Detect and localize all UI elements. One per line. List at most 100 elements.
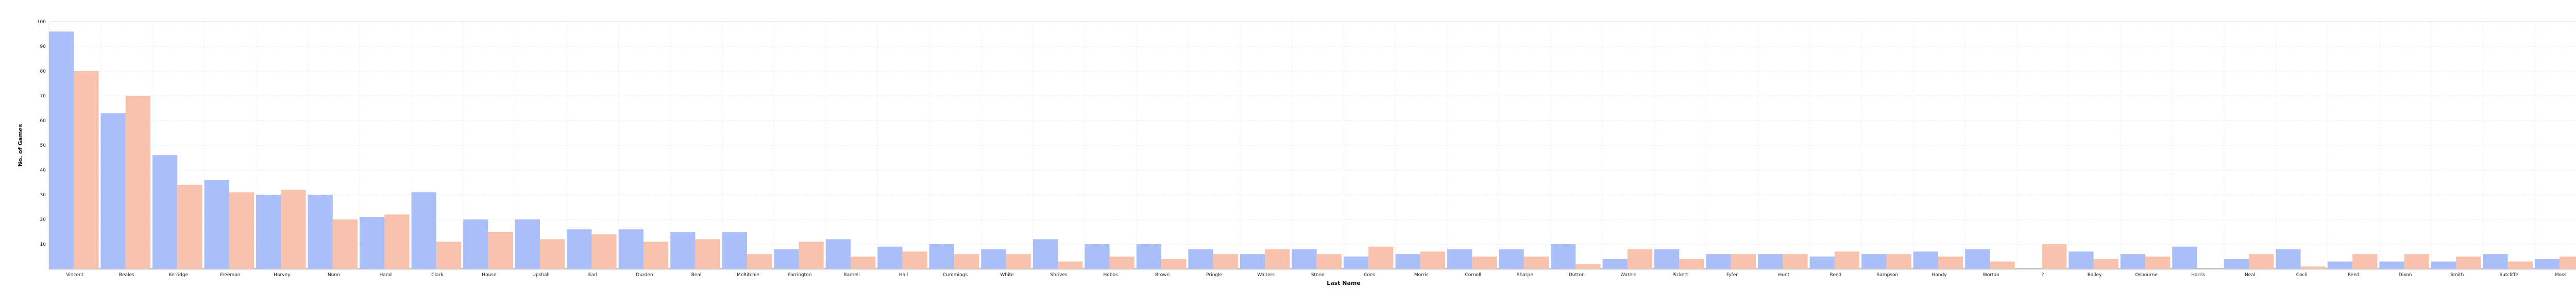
bar-2-pickett xyxy=(1679,259,1704,269)
bar-1-durden xyxy=(618,229,643,269)
bar-2-hobbs xyxy=(1109,257,1134,269)
x-tick-label: Worton xyxy=(1982,273,1999,278)
x-tick-label: Neal xyxy=(2245,273,2255,278)
x-tick-label: Sampson xyxy=(1877,273,1899,278)
y-tick-label: 10 xyxy=(40,242,46,247)
bar-1-reed xyxy=(2327,261,2353,269)
x-tick-label: Cummings xyxy=(943,273,968,278)
bars xyxy=(49,31,2576,269)
bar-1-neal xyxy=(2224,259,2249,269)
bar-1-sampson xyxy=(1861,254,1887,269)
x-tick-label: Beales xyxy=(119,273,134,278)
bar-2-neal xyxy=(2249,254,2274,269)
bar-1-hunt xyxy=(1758,254,1783,269)
bar-2-dixon xyxy=(2404,254,2429,269)
x-tick-label: Bailey xyxy=(2088,273,2102,278)
bar-2-farrington xyxy=(799,242,824,269)
bar-2-mcritchie xyxy=(747,254,772,269)
x-tick-label: Farrington xyxy=(788,273,812,278)
bar-2-cummings xyxy=(954,254,979,269)
bar-2-sutcliffe xyxy=(2507,261,2533,269)
bar-1-cummings xyxy=(929,244,955,269)
bar-2-brown xyxy=(1161,259,1187,269)
bar-2-waters xyxy=(1627,249,1653,269)
x-tick-label: White xyxy=(1001,273,1014,278)
bar-1-sharpe xyxy=(1499,249,1524,269)
x-tick-label: Dutton xyxy=(1569,273,1585,278)
bar-2-shrives xyxy=(1058,261,1083,269)
bar-2-barnell xyxy=(851,257,876,269)
x-tick-label: Upshall xyxy=(532,273,549,278)
bar-1-cornell xyxy=(1447,249,1472,269)
x-tick-label: Coes xyxy=(1364,273,1375,278)
x-tick-label: Dixon xyxy=(2399,273,2412,278)
x-tick-label: Handy xyxy=(1931,273,1947,278)
x-tick-label: Brown xyxy=(1155,273,1170,278)
x-tick-label: Vincent xyxy=(66,273,83,278)
bar-2-walters xyxy=(1265,249,1290,269)
bar-1-clark xyxy=(411,192,436,269)
x-tick-label: Hobbs xyxy=(1103,273,1118,278)
y-tick-label: 20 xyxy=(40,217,46,223)
bar-1-beal xyxy=(670,232,696,269)
bar-1-brown xyxy=(1136,244,1162,269)
x-tick-label: Stone xyxy=(1311,273,1325,278)
x-tick-label: House xyxy=(482,273,497,278)
bar-2-vincent xyxy=(74,71,99,269)
bar-1-pringle xyxy=(1188,249,1213,269)
bar-1-hobbs xyxy=(1084,244,1110,269)
bar-2-hunt xyxy=(1783,254,1808,269)
x-tick-label: Beal xyxy=(691,273,702,278)
x-tick-label: Barnell xyxy=(843,273,859,278)
bar-1-white xyxy=(981,249,1006,269)
bar-1-waters xyxy=(1602,259,1628,269)
bar-2-white xyxy=(1006,254,1031,269)
bar-1-coes xyxy=(1344,257,1369,269)
y-axis-ticks: 10 20 30 40 50 60 70 80 90 100 xyxy=(37,20,46,247)
bar-2-fyfer xyxy=(1731,254,1756,269)
x-tick-label: Smith xyxy=(2450,273,2464,278)
y-tick-label: 30 xyxy=(40,193,46,198)
bar-1-harvey xyxy=(256,195,281,269)
x-tick-label: Cornell xyxy=(1465,273,1482,278)
bar-2-hand xyxy=(384,214,410,269)
x-tick-label: McRitchie xyxy=(737,273,759,278)
bar-2-pringle xyxy=(1213,254,1238,269)
bar-2-moss xyxy=(2560,257,2576,269)
x-tick-label: Reed xyxy=(1830,273,1842,278)
bar-1-reed xyxy=(1809,257,1835,269)
x-tick-label: Freeman xyxy=(220,273,240,278)
bar-1-morris xyxy=(1395,254,1420,269)
bar-2-bailey xyxy=(2093,259,2119,269)
bar-2-earl xyxy=(591,234,617,269)
bar-1-cocli xyxy=(2276,249,2301,269)
bar-1-earl xyxy=(567,229,592,269)
bar-1-dixon xyxy=(2379,261,2404,269)
x-tick-label: Earl xyxy=(588,273,597,278)
bar-1-house xyxy=(463,219,488,269)
bar-1-stone xyxy=(1292,249,1317,269)
bar-1-bailey xyxy=(2069,251,2094,269)
bar-2- xyxy=(2042,244,2067,269)
bar-2-reed xyxy=(1834,251,1860,269)
y-axis-title: No. of Games xyxy=(17,124,24,166)
bar-2-freeman xyxy=(229,192,255,269)
x-tick-label: Nunn xyxy=(328,273,340,278)
x-tick-label: Harris xyxy=(2191,273,2205,278)
bar-1-vincent xyxy=(49,31,74,269)
x-tick-label: Osbourne xyxy=(2135,273,2158,278)
bar-2-osbourne xyxy=(2145,257,2171,269)
bar-1-farrington xyxy=(774,249,799,269)
x-tick-label: Sutcliffe xyxy=(2499,273,2518,278)
bar-1-nunn xyxy=(308,195,333,269)
bar-1-fyfer xyxy=(1706,254,1731,269)
x-tick-label: Morris xyxy=(1414,273,1429,278)
bar-1-sutcliffe xyxy=(2483,254,2508,269)
bar-2-beales xyxy=(125,96,151,269)
bar-2-dutton xyxy=(1575,264,1601,269)
x-tick-label: Shrives xyxy=(1050,273,1067,278)
bar-1-beales xyxy=(100,113,126,269)
bar-2-reed xyxy=(2352,254,2378,269)
bar-1-osbourne xyxy=(2120,254,2146,269)
x-tick-label: Fyfer xyxy=(1726,273,1738,278)
